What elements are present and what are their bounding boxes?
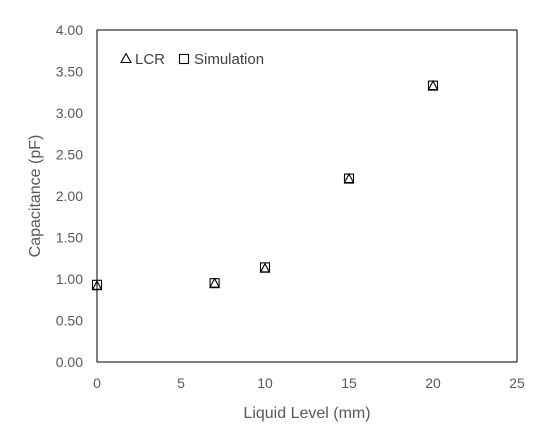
y-tick-label: 2.00	[56, 188, 83, 204]
simulation-point	[91, 279, 103, 290]
legend: LCR Simulation	[120, 51, 264, 68]
simulation-point	[259, 262, 271, 273]
x-tick-labels: 0 5 10 15 20 25	[93, 375, 525, 391]
x-tick-label: 25	[509, 375, 525, 391]
x-tick-label: 20	[425, 375, 441, 391]
simulation-point	[427, 80, 439, 91]
y-tick-label: 3.00	[56, 105, 83, 121]
legend-label-simulation: Simulation	[194, 51, 264, 68]
y-tick-label: 1.00	[56, 271, 83, 287]
y-tick-label: 4.00	[56, 22, 83, 38]
y-tick-label: 0.50	[56, 313, 83, 329]
legend-label-lcr: LCR	[135, 51, 165, 68]
legend-marker-simulation	[178, 53, 190, 65]
x-tick-label: 10	[257, 375, 273, 391]
y-tick-labels: 0.00 0.50 1.00 1.50 2.00 2.50 3.00 3.50 4.00	[56, 22, 83, 370]
simulation-point	[209, 278, 220, 289]
y-tick-label: 2.50	[56, 147, 83, 163]
legend-marker-lcr	[120, 52, 132, 64]
y-tick-label: 3.50	[56, 64, 83, 80]
data-points	[91, 79, 439, 291]
x-tick-label: 5	[177, 375, 185, 391]
y-tick-label: 1.50	[56, 230, 83, 246]
x-axis-title: Liquid Level (mm)	[243, 405, 370, 422]
x-tick-label: 15	[341, 375, 357, 391]
simulation-point	[343, 173, 355, 184]
y-axis-title: Capacitance (pF)	[27, 135, 44, 258]
x-tick-label: 0	[93, 375, 101, 391]
y-tick-label: 0.00	[56, 354, 83, 370]
plot-area	[96, 29, 518, 363]
